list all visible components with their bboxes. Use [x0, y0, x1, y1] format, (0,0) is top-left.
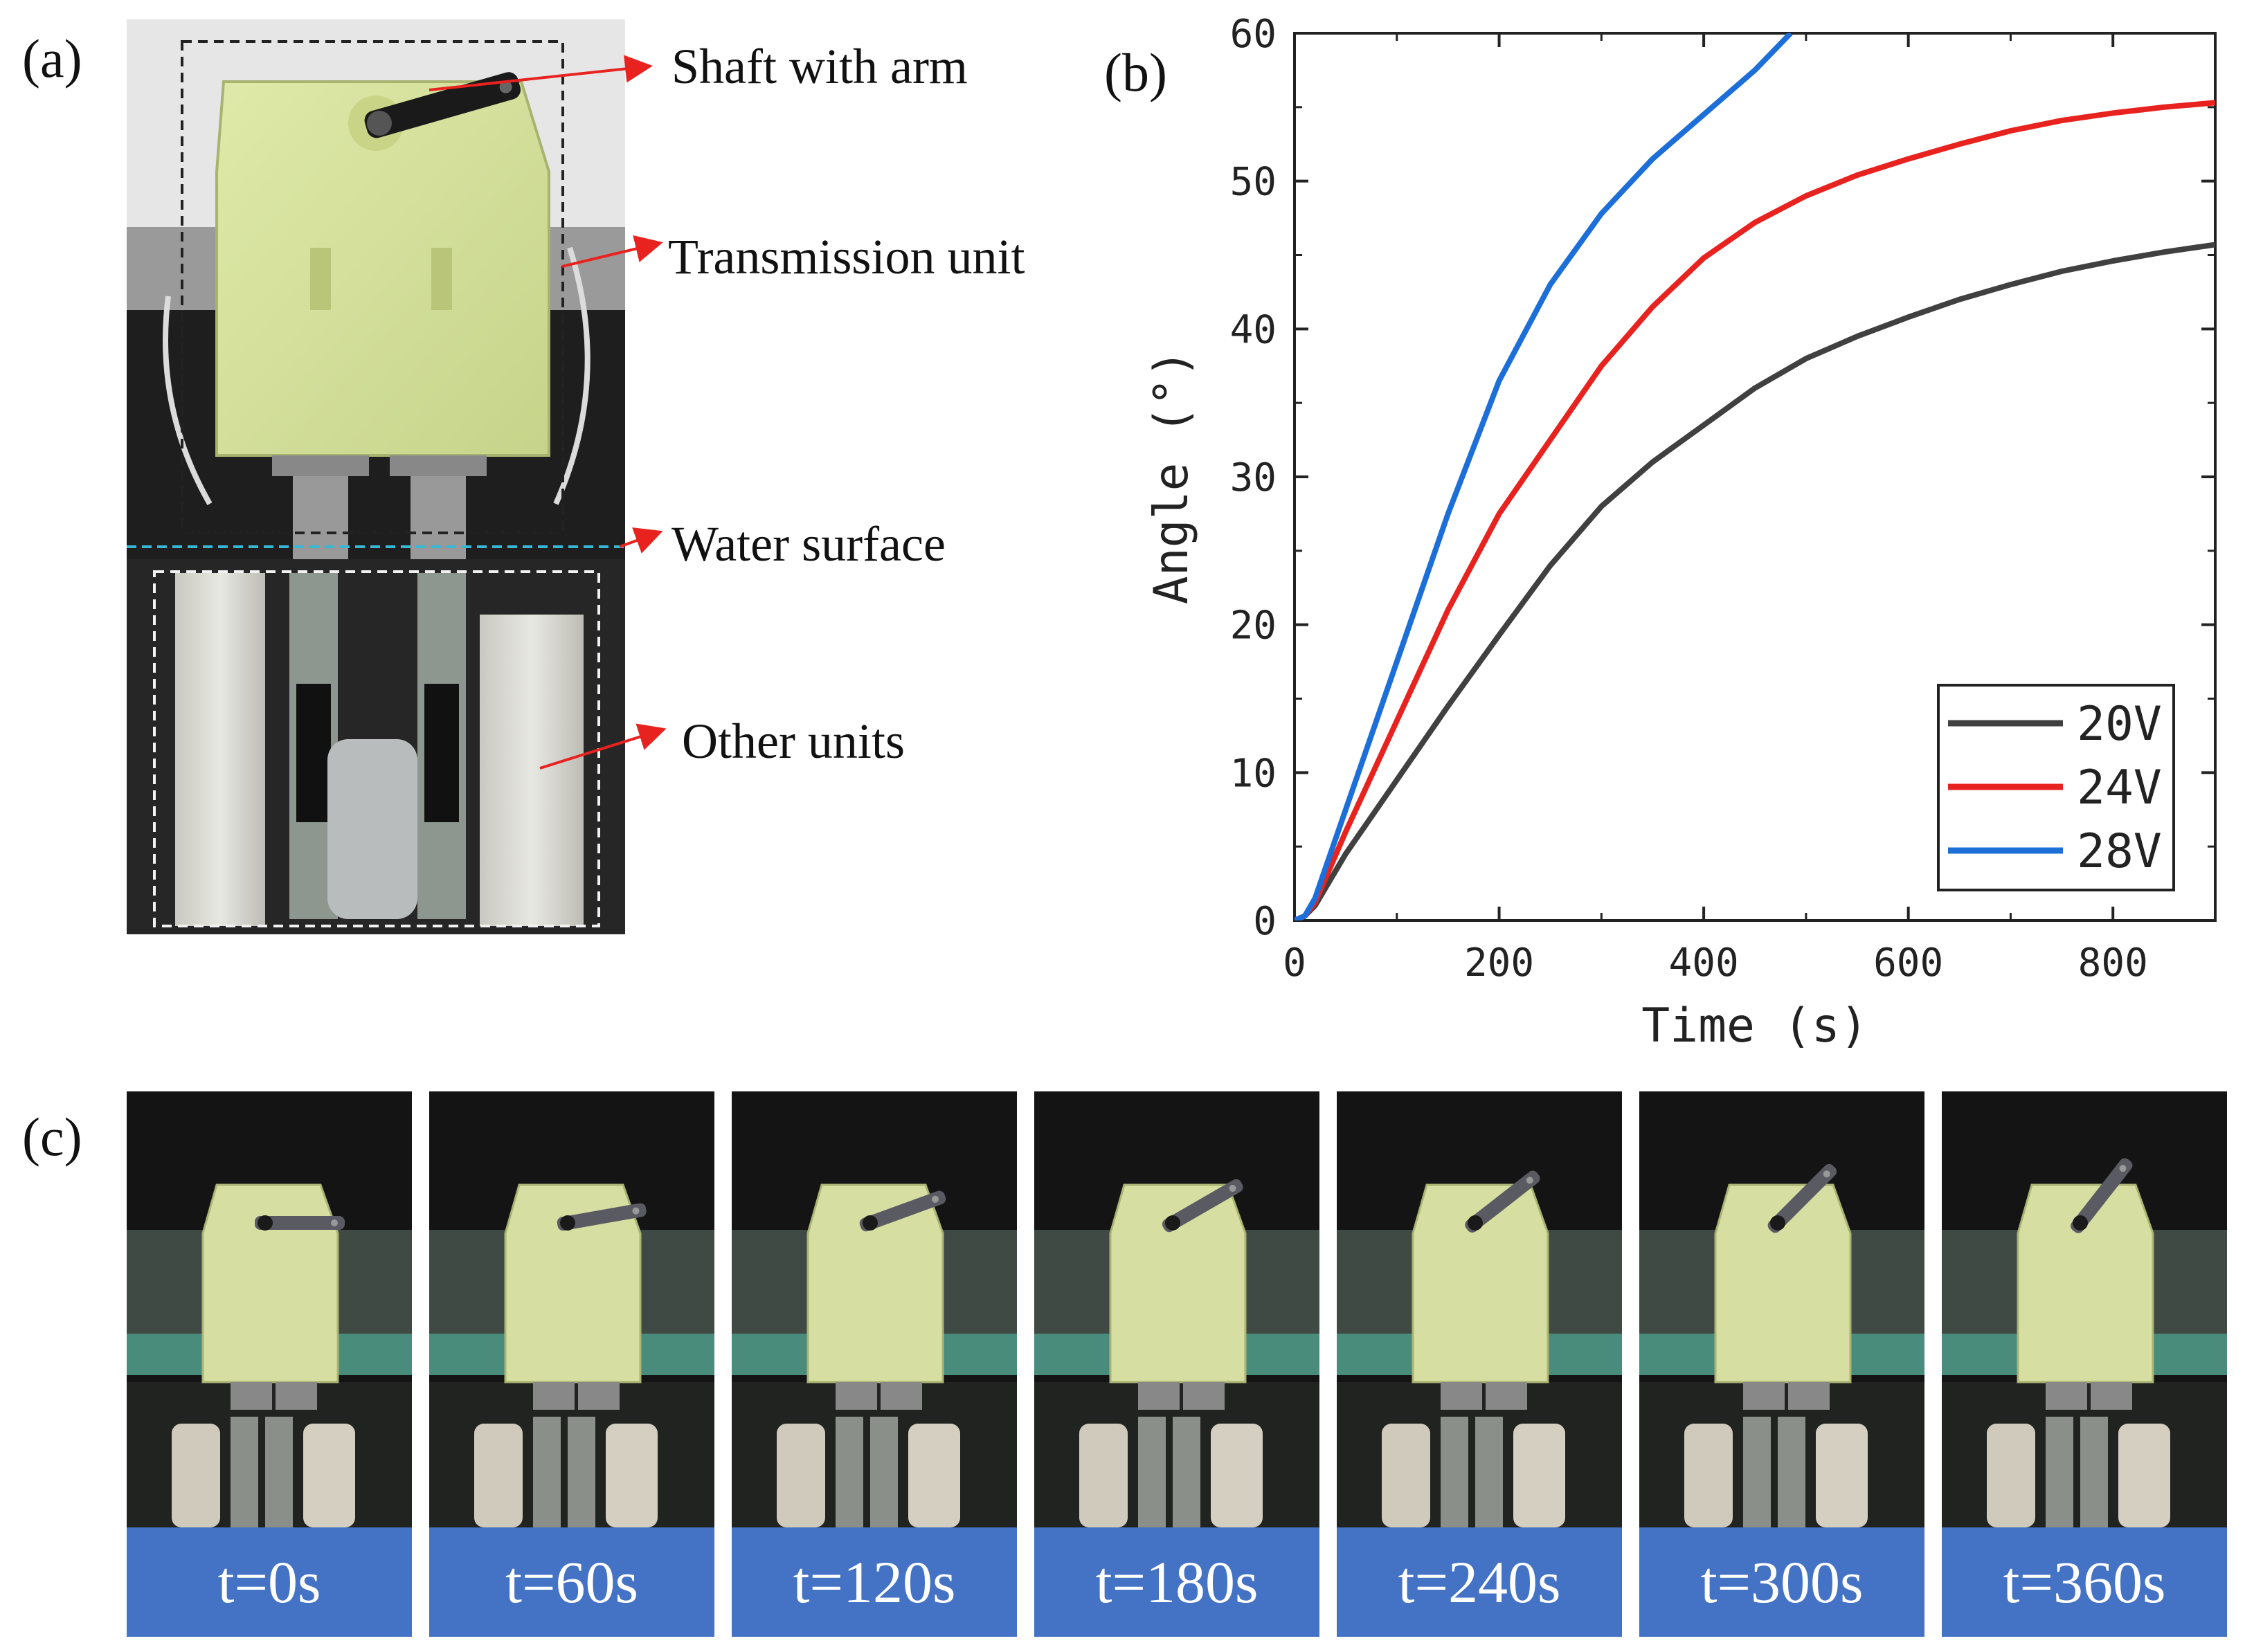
y-tick-label: 50	[1230, 160, 1277, 205]
frame-illustration	[429, 1091, 714, 1527]
timelapse-label: t=0s	[127, 1527, 412, 1637]
frame-illustration	[1639, 1091, 1924, 1527]
timelapse-frame	[429, 1091, 714, 1527]
angle-time-chart: 0 200 400 600 800 0 10 20 30 40 50 60 Time (s) Angle …	[1144, 12, 2217, 1053]
frame-plate	[201, 1183, 339, 1383]
frame-illustration	[1942, 1091, 2227, 1527]
timelapse-frame	[1034, 1091, 1319, 1527]
frame-illustration	[732, 1091, 1017, 1527]
frame-arm	[1162, 1179, 1243, 1233]
y-tick-label: 40	[1230, 307, 1277, 352]
series-line-20V	[1295, 242, 2215, 920]
frame-plate	[806, 1183, 944, 1383]
timelapse-frame	[1942, 1091, 2227, 1527]
y-tick-label: 60	[1230, 12, 1277, 57]
y-axis-label: Angle (°)	[1144, 350, 1199, 604]
legend-label-20V: 20V	[2077, 697, 2162, 752]
panel-label-a: (a)	[22, 28, 82, 89]
callout-arrows	[429, 55, 667, 770]
x-tick-label: 400	[1669, 941, 1739, 986]
callout-transmission-unit: Transmission unit	[668, 229, 1025, 284]
x-tick-label: 200	[1464, 941, 1534, 986]
chart-legend: 20V 24V 28V	[1937, 684, 2175, 891]
frame-illustration	[1337, 1091, 1622, 1527]
transmission-unit-box	[181, 40, 564, 534]
legend-label-24V: 24V	[2077, 761, 2162, 815]
series-line-28V	[1295, 33, 1793, 920]
series-line-24V	[1295, 100, 2215, 920]
callout-other-units: Other units	[682, 714, 905, 769]
timelapse-label: t=120s	[732, 1527, 1017, 1637]
timelapse-frame	[1337, 1091, 1622, 1527]
frame-arm	[2071, 1158, 2133, 1233]
arrow-other	[539, 723, 667, 770]
frame-arm	[557, 1203, 647, 1231]
timelapse-label: t=240s	[1337, 1527, 1622, 1637]
transmission-plate	[215, 80, 550, 457]
frame-plate	[2017, 1183, 2154, 1383]
frame-plate	[1714, 1183, 1852, 1383]
frame-arm	[859, 1190, 946, 1232]
arrow-shaft	[429, 55, 653, 91]
timelapse-label: t=360s	[1942, 1527, 2227, 1637]
timelapse-frame	[1639, 1091, 1924, 1527]
frame-plate	[504, 1183, 642, 1383]
timelapse-frame	[127, 1091, 412, 1527]
timelapse-label: t=60s	[429, 1527, 714, 1637]
x-axis-label: Time (s)	[1641, 999, 1868, 1053]
panel-label-b: (b)	[1104, 42, 1167, 102]
frame-arm	[255, 1215, 345, 1231]
timelapse-label: t=180s	[1034, 1527, 1319, 1637]
arrow-transmission	[561, 235, 663, 268]
x-tick-label: 0	[1283, 941, 1306, 986]
arrow-water	[619, 527, 663, 554]
timelapse-frame	[732, 1091, 1017, 1527]
frame-arm	[1767, 1163, 1837, 1233]
y-tick-label: 30	[1230, 455, 1277, 500]
chart-axes: 0 200 400 600 800 0 10 20 30 40 50 60 Time (s) Angle …	[1144, 12, 2217, 1053]
panel-label-c: (c)	[22, 1107, 82, 1167]
timelapse-label: t=300s	[1639, 1527, 1924, 1637]
chart-series	[1295, 33, 2215, 920]
device-illustration	[127, 19, 625, 934]
y-tick-label: 0	[1253, 899, 1277, 944]
frame-illustration	[1034, 1091, 1319, 1527]
x-tick-label: 800	[2078, 941, 2148, 986]
frame-arm	[1465, 1170, 1540, 1233]
legend-label-28V: 28V	[2077, 824, 2162, 879]
y-tick-label: 20	[1230, 603, 1277, 648]
y-tick-label: 10	[1230, 751, 1277, 796]
photo-device-overview	[127, 19, 625, 934]
x-tick-label: 600	[1873, 941, 1943, 986]
frame-illustration	[127, 1091, 412, 1527]
callout-shaft-with-arm: Shaft with arm	[671, 39, 968, 94]
shaft-arm	[364, 72, 521, 138]
callout-water-surface: Water surface	[671, 516, 946, 572]
